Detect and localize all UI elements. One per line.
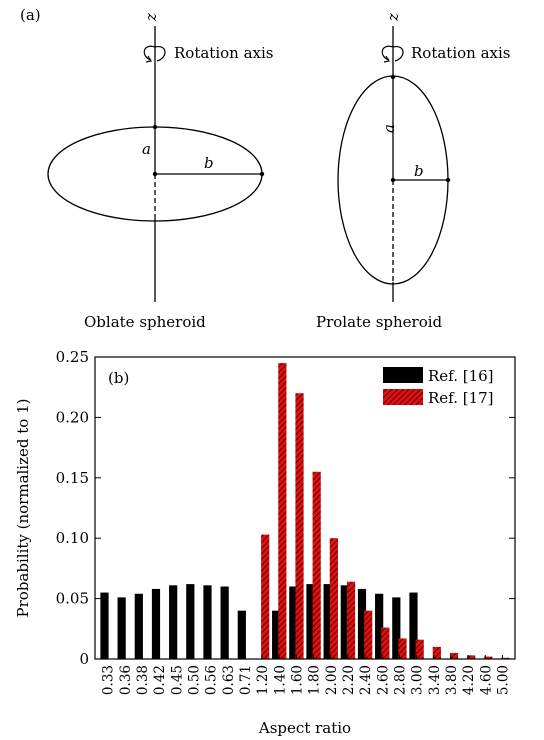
panel-b-label: (b) (108, 369, 129, 387)
prolate-diagram: z Rotation axis a b Prolate spheroid (316, 13, 510, 331)
bar-ref17-4.60 (484, 656, 493, 659)
x-tick-label: 1.20 (255, 665, 271, 695)
y-axis: 0 0.05 0.10 0.15 0.20 0.25 (56, 348, 515, 668)
bar-ref17-5.00 (501, 657, 510, 659)
bar-ref16-2.60 (375, 593, 384, 659)
prolate-caption: Prolate spheroid (316, 313, 443, 331)
oblate-dot-right (259, 171, 265, 177)
x-tick-label: 5.00 (495, 665, 511, 695)
oblate-diagram: z Rotation axis a b Oblate spheroid (47, 13, 273, 331)
bar-ref16-0.33 (100, 592, 109, 659)
x-tick-label: 2.20 (341, 665, 357, 695)
x-tick-label: 2.60 (375, 665, 391, 695)
x-tick-label: 4.20 (461, 665, 477, 695)
oblate-caption: Oblate spheroid (84, 313, 206, 331)
x-tick-label: 0.71 (238, 665, 254, 695)
x-tick-label: 0.63 (221, 665, 237, 695)
bar-ref17-1.80 (312, 471, 321, 659)
x-tick-label: 3.40 (427, 665, 443, 695)
bar-ref16-0.42 (151, 588, 161, 659)
bar-ref16-2.80 (392, 597, 401, 659)
y-tick-label: 0.15 (56, 469, 89, 487)
legend-swatch-ref16 (383, 367, 423, 383)
x-tick-label: 0.56 (204, 665, 220, 695)
bar-ref17-1.60 (295, 393, 304, 659)
bar-ref17-2.00 (329, 538, 338, 659)
prolate-a-label: a (380, 124, 398, 133)
bar-ref16-2.00 (323, 584, 332, 659)
prolate-z-label: z (384, 13, 402, 22)
bar-ref16-1.40 (272, 610, 281, 659)
x-tick-label: 4.60 (478, 665, 494, 695)
panel-b-chart: 00.050.100.150.200.25 0.33 0.36 0.38 0.42 0.… (14, 348, 516, 737)
bar-ref17-3.00 (415, 639, 424, 659)
x-axis: 0.33 0.36 0.38 0.42 0.45 0.50 0.56 0.63 0.71 1.20… (101, 655, 511, 695)
bar-ref17-1.40 (278, 363, 287, 659)
x-tick-label: 0.38 (135, 665, 151, 695)
prolate-rotation-label: Rotation axis (411, 44, 510, 62)
x-axis-title: Aspect ratio (258, 719, 351, 737)
y-tick-label: 0.25 (56, 348, 89, 366)
oblate-b-label: b (204, 154, 214, 172)
x-tick-label: 2.00 (324, 665, 340, 695)
bar-ref17-2.40 (364, 610, 373, 659)
oblate-z-label: z (142, 13, 160, 22)
legend-label-ref17: Ref. [17] (428, 389, 494, 407)
oblate-dot-center (152, 171, 158, 177)
bar-ref16-0.36 (117, 597, 126, 659)
y-tick-label: 0.05 (56, 590, 89, 608)
prolate-dot-center (390, 177, 396, 183)
bar-ref16-0.50 (186, 584, 195, 659)
oblate-dot-top (152, 124, 158, 130)
bar-ref16-0.71 (237, 610, 246, 659)
x-tick-label: 2.80 (392, 665, 408, 695)
bar-ref16-1.60 (289, 586, 298, 659)
bars-layer (100, 363, 510, 659)
bar-ref17-3.40 (432, 646, 441, 659)
oblate-a-label: a (142, 140, 151, 158)
panel-a-label: (a) (20, 6, 41, 24)
x-tick-label: 0.42 (152, 665, 168, 695)
bar-ref16-0.63 (220, 586, 229, 659)
bar-ref17-2.60 (381, 627, 390, 659)
x-tick-label: 0.45 (169, 665, 185, 695)
x-tick-label: 1.40 (272, 665, 288, 695)
bar-ref16-2.20 (340, 585, 349, 659)
bar-ref17-2.80 (398, 638, 407, 659)
oblate-rotation-label: Rotation axis (174, 44, 273, 62)
y-tick-label: 0.20 (56, 408, 89, 426)
y-axis-title: Probability (normalized to 1) (14, 399, 32, 618)
legend-swatch-ref17 (383, 389, 423, 405)
y-tick-label: 0.10 (56, 529, 89, 547)
bar-ref16-0.38 (134, 593, 143, 659)
prolate-rotation-arrow-icon (381, 45, 404, 63)
legend: Ref. [16] Ref. [17] (383, 367, 494, 407)
bar-ref17-2.20 (346, 581, 356, 659)
x-tick-label: 0.50 (186, 665, 202, 695)
x-tick-label: 3.00 (410, 665, 426, 695)
x-tick-label: 2.40 (358, 665, 374, 695)
plot-frame (94, 356, 516, 660)
x-tick-label: 0.36 (118, 665, 134, 695)
bar-ref17-3.80 (449, 652, 459, 659)
bar-ref17-1.20 (261, 534, 270, 659)
x-tick-label: 3.80 (444, 665, 460, 695)
oblate-rotation-arrow-icon (143, 45, 166, 63)
bar-ref16-0.45 (169, 585, 178, 659)
bar-ref16-0.56 (203, 585, 212, 659)
bar-ref16-2.40 (357, 588, 367, 659)
x-tick-label: 1.80 (307, 665, 323, 695)
x-tick-label: 0.33 (101, 665, 117, 695)
bar-ref16-3.00 (409, 592, 418, 659)
x-tick-label: 1.60 (289, 665, 305, 695)
y-tick-label: 0 (79, 650, 89, 668)
panel-a: (a) z Rotation axis a b Oblate spheroid (20, 6, 510, 331)
prolate-dot-top (390, 74, 396, 80)
prolate-dot-right (445, 177, 451, 183)
legend-label-ref16: Ref. [16] (428, 367, 494, 385)
prolate-b-label: b (414, 162, 424, 180)
bar-ref16-1.80 (306, 584, 315, 659)
bar-ref17-4.20 (467, 655, 476, 659)
